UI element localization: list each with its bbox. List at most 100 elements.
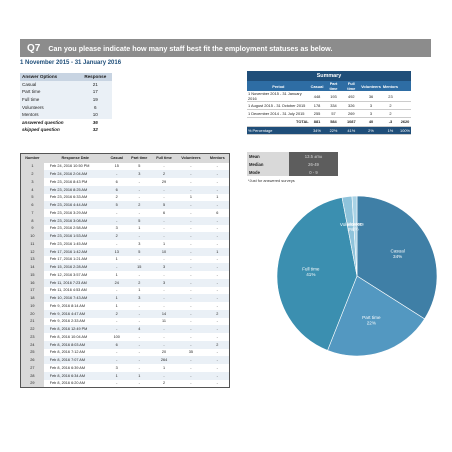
summary-cell: 255	[309, 109, 325, 119]
summary-cell: 178	[309, 101, 325, 111]
response-cell: -	[163, 334, 165, 339]
stats-value: 26-49	[289, 160, 338, 168]
row-number: 26	[20, 356, 44, 365]
row-number: 7	[20, 209, 44, 217]
row-number: 18	[20, 294, 44, 303]
pie-slice-casual	[356, 195, 438, 320]
table-row: 27 Feb 8, 2016 6:39 AM 3 - 1 - -	[20, 364, 230, 372]
table-row: 19 Feb 9, 2016 8:14 AM 1 - - - -	[20, 302, 230, 310]
table-row: 13 Feb 17, 2016 1:21 AM 1 - - - -	[20, 255, 230, 264]
detail-header: Response Date	[43, 153, 107, 163]
response-cell: 1	[115, 257, 118, 262]
response-cell: -	[216, 319, 218, 324]
response-date: Feb 9, 2016 8:14 AM	[49, 303, 86, 308]
table-row: 2 Feb 24, 2016 2:04 AM -3 2- -	[20, 170, 230, 179]
answer-row: Part time 17	[20, 88, 112, 96]
answer-value: 17	[78, 88, 112, 96]
response-date: Feb 17, 2016 1:21 AM	[49, 257, 88, 262]
summary-total-cell: 2620	[399, 117, 411, 127]
response-cell: 6	[106, 340, 127, 349]
response-cell: 15	[114, 164, 119, 169]
date-range: 1 November 2015 - 31 January 2016	[20, 60, 122, 66]
response-cell: 6	[162, 210, 166, 215]
response-cell: -	[106, 216, 127, 225]
summary-total-cell: -3	[381, 117, 400, 127]
table-row: 12 Feb 17, 2016 1:42 AM 13 5 10-1	[20, 247, 230, 256]
response-date: Feb 23, 2016 2:58 AM	[49, 226, 88, 231]
response-cell: -	[190, 241, 192, 246]
summary-percentage-cell: 1%	[381, 126, 400, 135]
summary-cell: 2	[381, 109, 400, 119]
stats-label: Mode	[247, 168, 289, 176]
table-row: 9 Feb 23, 2016 2:58 AM 3 1 - - -	[20, 224, 230, 233]
summary-cell: 193	[324, 91, 343, 102]
response-cell: 1	[106, 371, 127, 380]
table-row: 3 Feb 23, 2016 8:43 PM 6 - 29 - -	[20, 178, 230, 186]
summary-cell	[399, 101, 411, 111]
response-cell: -	[126, 309, 152, 318]
response-cell: 1	[138, 288, 141, 293]
pie-label: Part time	[362, 315, 381, 320]
pie-slice-mentors	[351, 195, 358, 277]
response-cell: -	[106, 263, 127, 272]
response-cell: -	[116, 350, 118, 355]
row-number: 8	[20, 216, 44, 225]
response-cell: -	[190, 210, 192, 215]
response-cell: -	[176, 356, 206, 365]
answer-row: Mentors 10	[20, 110, 112, 119]
answer-options-header: Answer Options	[20, 73, 79, 81]
response-date: Feb 23, 2016 6:33 AM	[49, 195, 88, 200]
response-cell: 29	[161, 179, 167, 184]
response-cell: -	[106, 356, 127, 365]
response-cell: 11	[162, 319, 166, 324]
answer-value: 10	[78, 110, 112, 119]
summary-header: Period	[247, 81, 310, 91]
response-date: Feb 9, 2016 2:33 AM	[49, 319, 86, 324]
response-date: Feb 23, 2016 3:08 AM	[43, 216, 107, 225]
response-cell: 1	[115, 303, 118, 308]
response-date: Feb 15, 2016 2:28 AM	[43, 263, 107, 272]
row-number: 5	[20, 193, 44, 202]
response-cell: -	[138, 210, 140, 215]
response-cell: -	[216, 334, 218, 339]
pie-label: 1%	[352, 227, 359, 232]
response-cell: -	[116, 288, 118, 293]
response-cell: 1	[106, 294, 127, 303]
detail-header: Casual	[106, 153, 127, 163]
summary-header: Full time	[342, 81, 361, 91]
response-date: Feb 8, 2016 7:07 AM	[43, 356, 107, 365]
table-row: 8 Feb 23, 2016 3:08 AM -5- - -	[20, 216, 230, 225]
response-cell: -	[151, 232, 177, 241]
pie-label: Full time	[302, 267, 320, 272]
table-row: 4 Feb 23, 2016 8:25 AM 6- - - -	[20, 185, 230, 194]
summary-header: Casual	[309, 81, 325, 91]
summary-header: Volunteers	[360, 81, 382, 91]
response-date: Feb 24, 2016 10:50 PM	[49, 164, 90, 169]
summary-percentage-cell: 41%	[342, 126, 361, 135]
response-cell: 2	[126, 201, 152, 210]
summary-percentage-cell: 100%	[399, 126, 411, 135]
row-number: 19	[20, 302, 44, 310]
response-cell: -	[205, 371, 230, 380]
summary-row: 1 November 2015 - 31 January 2016 448 19…	[247, 91, 411, 102]
summary-row: 1 December 2014 - 31 July 2015 255 57 26…	[247, 109, 411, 119]
response-cell: -	[163, 272, 165, 277]
response-cell: -	[205, 325, 230, 334]
response-date: Feb 8, 2016 12:49 PM	[43, 325, 107, 334]
stats-label: Median	[247, 160, 289, 168]
summary-cell: 448	[309, 91, 325, 102]
table-row: 29 Feb 8, 2016 6:20 AM - - 2 - -	[20, 379, 230, 388]
summary-cell: 334	[324, 101, 343, 111]
response-header: Response	[78, 73, 112, 81]
summary-cell	[399, 91, 411, 102]
answer-row: Volunteers 6	[20, 103, 112, 111]
row-number: 22	[20, 325, 44, 334]
summary-period: 1 December 2014 - 31 July 2015	[247, 109, 310, 119]
response-date: Feb 23, 2016 1:45 AM	[49, 241, 88, 246]
stats-row: Median 26-49	[247, 160, 338, 168]
response-cell: 35	[188, 350, 194, 355]
response-cell: 6	[216, 210, 219, 215]
response-cell: -	[176, 294, 206, 303]
summary-cell: 57	[324, 109, 343, 119]
table-row: 1 Feb 24, 2016 10:50 PM 15 5 - - -	[20, 162, 230, 171]
